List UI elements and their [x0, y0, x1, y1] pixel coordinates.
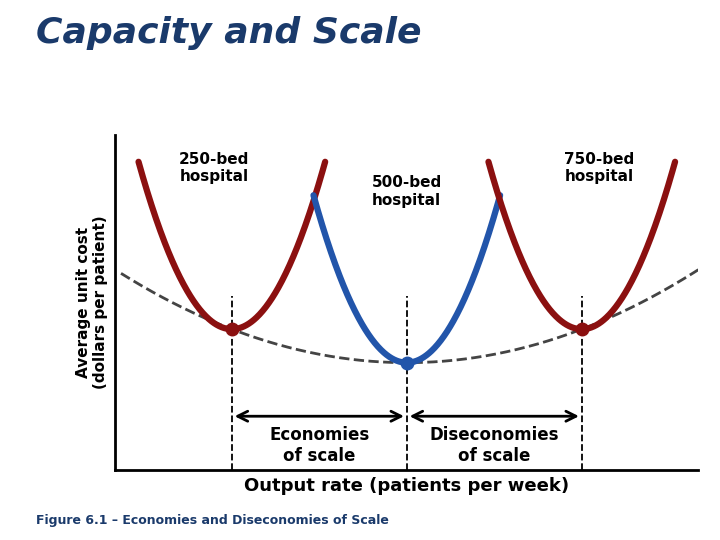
Text: 500-bed
hospital: 500-bed hospital [372, 175, 442, 207]
Text: Capacity and Scale: Capacity and Scale [36, 16, 421, 50]
Text: 250-bed
hospital: 250-bed hospital [179, 152, 250, 184]
Text: Diseconomies
of scale: Diseconomies of scale [430, 426, 559, 465]
X-axis label: Output rate (patients per week): Output rate (patients per week) [244, 477, 570, 495]
Text: 750-bed
hospital: 750-bed hospital [564, 152, 634, 184]
Y-axis label: Average unit cost
(dollars per patient): Average unit cost (dollars per patient) [76, 215, 108, 389]
Text: Economies
of scale: Economies of scale [269, 426, 369, 465]
Text: Figure 6.1 – Economies and Diseconomies of Scale: Figure 6.1 – Economies and Diseconomies … [36, 514, 389, 527]
